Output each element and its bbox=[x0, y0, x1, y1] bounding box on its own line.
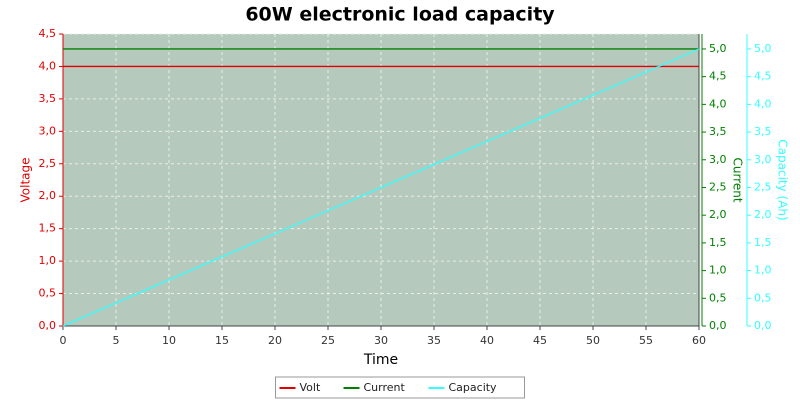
y-axis-label: Voltage bbox=[19, 157, 33, 202]
y2-tick-label: 3,5 bbox=[709, 125, 727, 138]
legend-label: Volt bbox=[300, 381, 321, 394]
y3-axis-label: Capacity (Ah) bbox=[776, 139, 790, 220]
y3-tick-label: 4,5 bbox=[754, 70, 772, 83]
x-tick-label: 30 bbox=[374, 334, 388, 347]
y-tick-label: 2,0 bbox=[39, 189, 57, 202]
y2-tick-label: 4,0 bbox=[709, 97, 727, 110]
series-line bbox=[62, 48, 700, 327]
x-tick-label: 20 bbox=[268, 334, 282, 347]
y-tick-label: 4,5 bbox=[39, 27, 57, 40]
y2-tick-label: 1,5 bbox=[709, 236, 727, 249]
y3-tick-label: 1,0 bbox=[754, 264, 772, 277]
x-tick-label: 55 bbox=[639, 334, 653, 347]
y-tick-label: 0,5 bbox=[39, 287, 57, 300]
y2-tick-label: 3,0 bbox=[709, 153, 727, 166]
legend-label: Capacity bbox=[449, 381, 498, 394]
y-tick-label: 3,5 bbox=[39, 92, 57, 105]
y3-tick-label: 3,5 bbox=[754, 125, 772, 138]
y3-tick-label: 4,0 bbox=[754, 97, 772, 110]
y3-tick-label: 5,0 bbox=[754, 42, 772, 55]
y3-tick-label: 2,5 bbox=[754, 180, 772, 193]
y2-tick-label: 5,0 bbox=[709, 42, 727, 55]
y2-tick-label: 2,0 bbox=[709, 208, 727, 221]
x-tick-label: 25 bbox=[321, 334, 335, 347]
y-tick-label: 1,5 bbox=[39, 222, 57, 235]
y2-tick-label: 4,5 bbox=[709, 70, 727, 83]
y2-tick-label: 0,5 bbox=[709, 291, 727, 304]
y2-axis-label: Current bbox=[731, 157, 745, 202]
x-axis-label: Time bbox=[363, 352, 398, 368]
y2-tick-label: 1,0 bbox=[709, 264, 727, 277]
y-tick-label: 0,0 bbox=[39, 319, 57, 332]
chart-title: 60W electronic load capacity bbox=[245, 4, 555, 26]
x-tick-label: 45 bbox=[533, 334, 547, 347]
y-tick-label: 2,5 bbox=[39, 157, 57, 170]
y3-tick-label: 3,0 bbox=[754, 153, 772, 166]
y-tick-label: 4,0 bbox=[39, 59, 57, 72]
x-tick-label: 15 bbox=[215, 334, 229, 347]
x-tick-label: 60 bbox=[692, 334, 706, 347]
x-tick-label: 5 bbox=[113, 334, 120, 347]
y3-tick-label: 0,5 bbox=[754, 291, 772, 304]
y3-tick-label: 1,5 bbox=[754, 236, 772, 249]
legend-label: Current bbox=[364, 381, 406, 394]
x-tick-label: 10 bbox=[162, 334, 176, 347]
x-tick-label: 0 bbox=[60, 334, 67, 347]
legend bbox=[275, 376, 525, 399]
y-tick-label: 1,0 bbox=[39, 254, 57, 267]
x-tick-label: 35 bbox=[427, 334, 441, 347]
y2-tick-label: 2,5 bbox=[709, 180, 727, 193]
y3-tick-label: 2,0 bbox=[754, 208, 772, 221]
y-tick-label: 3,0 bbox=[39, 124, 57, 137]
y3-tick-label: 0,0 bbox=[754, 319, 772, 332]
x-tick-label: 50 bbox=[586, 334, 600, 347]
x-tick-label: 40 bbox=[480, 334, 494, 347]
y2-tick-label: 0,0 bbox=[709, 319, 727, 332]
